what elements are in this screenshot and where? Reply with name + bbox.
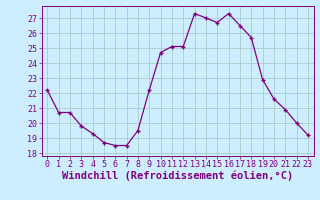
X-axis label: Windchill (Refroidissement éolien,°C): Windchill (Refroidissement éolien,°C) bbox=[62, 171, 293, 181]
